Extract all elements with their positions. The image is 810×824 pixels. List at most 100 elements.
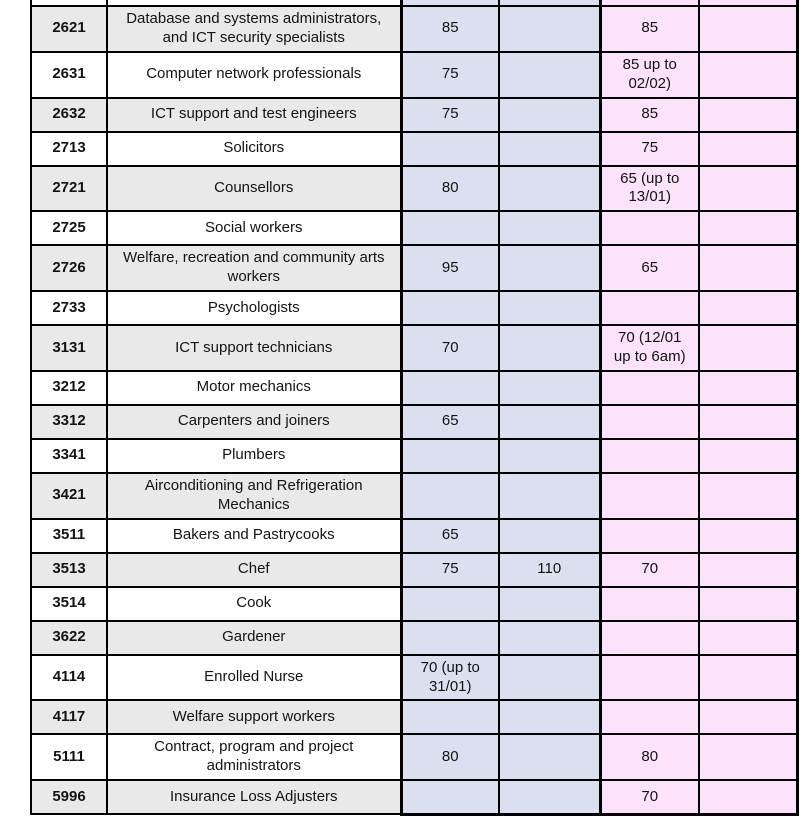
rate-cell-blue-2: [498, 517, 602, 554]
occupation-name-cell: Cook: [106, 585, 403, 622]
rate-cell-blue-2: [498, 779, 602, 816]
rate-cell-blue-2: [498, 290, 602, 327]
table-row: 2621 Database and systems administrators…: [30, 5, 799, 53]
occupation-name-cell: Social workers: [106, 210, 403, 247]
rate-cell-pink-1: [599, 653, 700, 702]
occupation-code-cell: 3622: [30, 619, 108, 656]
rate-cell-blue-1: 95: [400, 244, 500, 293]
rate-cell-pink-2: [698, 244, 799, 293]
rate-cell-pink-2: [698, 130, 799, 167]
rate-cell-blue-1: [400, 290, 500, 327]
rate-cell-pink-1: 70: [599, 779, 700, 816]
rate-cell-blue-1: [400, 369, 500, 406]
rate-cell-blue-1: 70: [400, 324, 500, 372]
occupation-name-cell: Solicitors: [106, 130, 403, 167]
rate-cell-blue-1: 80: [400, 733, 500, 782]
table-row: 3212 Motor mechanics: [30, 369, 799, 406]
occupation-code-cell: 3511: [30, 517, 108, 554]
rate-cell-pink-1: 80: [599, 733, 700, 782]
rate-cell-blue-1: [400, 437, 500, 474]
occupation-name-cell: Enrolled Nurse: [106, 653, 403, 702]
occupation-name-cell: Bakers and Pastrycooks: [106, 517, 403, 554]
occupation-code-cell: 2621: [30, 5, 108, 53]
rate-cell-pink-2: [698, 619, 799, 656]
table-row: 2726 Welfare, recreation and community a…: [30, 244, 799, 293]
table-row: 3421 Airconditioning and Refrigeration M…: [30, 471, 799, 520]
cutoff-blue-cell-2: [498, 0, 602, 7]
table-row: 2725 Social workers: [30, 210, 799, 247]
table-row: 3622 Gardener: [30, 619, 799, 656]
rate-cell-blue-1: [400, 130, 500, 167]
occupation-name-cell: Carpenters and joiners: [106, 403, 403, 440]
rate-cell-pink-2: [698, 403, 799, 440]
occupation-code-cell: 2733: [30, 290, 108, 327]
rate-cell-pink-1: [599, 699, 700, 736]
rate-cell-pink-1: 70: [599, 551, 700, 588]
rate-cell-pink-2: [698, 733, 799, 782]
table-row: 2632 ICT support and test engineers 75 8…: [30, 96, 799, 133]
occupation-code-cell: 4117: [30, 699, 108, 736]
rate-cell-pink-2: [698, 96, 799, 133]
table-row: 2721 Counsellors 80 65 (up to 13/01): [30, 164, 799, 213]
table-row: 3131 ICT support technicians 70 70 (12/0…: [30, 324, 799, 372]
occupation-name-cell: Counsellors: [106, 164, 403, 213]
occupation-code-cell: 3131: [30, 324, 108, 372]
occupation-name-cell: Welfare, recreation and community arts w…: [106, 244, 403, 293]
rate-cell-blue-1: 75: [400, 96, 500, 133]
rate-cell-pink-1: 65: [599, 244, 700, 293]
rate-cell-pink-2: [698, 324, 799, 372]
rate-cell-pink-1: [599, 585, 700, 622]
rate-cell-blue-1: 75: [400, 50, 500, 99]
rate-cell-pink-2: [698, 210, 799, 247]
rate-cell-pink-2: [698, 5, 799, 53]
table-row: 2733 Psychologists: [30, 290, 799, 327]
rate-cell-blue-1: 85: [400, 5, 500, 53]
cutoff-name-cell: [106, 0, 403, 7]
rate-cell-pink-2: [698, 50, 799, 99]
rate-cell-pink-2: [698, 585, 799, 622]
table-row: 4117 Welfare support workers: [30, 699, 799, 736]
occupation-code-cell: 3212: [30, 369, 108, 406]
rate-cell-blue-1: [400, 619, 500, 656]
rate-cell-pink-1: 85 up to 02/02): [599, 50, 700, 99]
rate-cell-pink-2: [698, 369, 799, 406]
rate-cell-pink-1: [599, 290, 700, 327]
occupation-name-cell: Psychologists: [106, 290, 403, 327]
occupation-code-cell: 3514: [30, 585, 108, 622]
occupation-code-cell: 5111: [30, 733, 108, 782]
rate-cell-blue-2: [498, 244, 602, 293]
occupation-code-cell: 2725: [30, 210, 108, 247]
occupation-name-cell: ICT support technicians: [106, 324, 403, 372]
rate-cell-pink-1: [599, 619, 700, 656]
rate-cell-blue-2: [498, 324, 602, 372]
cutoff-pink-cell-2: [698, 0, 799, 7]
table-row: 3312 Carpenters and joiners 65: [30, 403, 799, 440]
rate-cell-blue-2: [498, 403, 602, 440]
occupation-name-cell: Contract, program and project administra…: [106, 733, 403, 782]
table-row: 2631 Computer network professionals 75 8…: [30, 50, 799, 99]
rate-cell-blue-2: [498, 471, 602, 520]
occupation-code-cell: 2713: [30, 130, 108, 167]
table-row: 3511 Bakers and Pastrycooks 65: [30, 517, 799, 554]
rate-cell-pink-1: [599, 517, 700, 554]
occupation-name-cell: Chef: [106, 551, 403, 588]
table-body: 2621 Database and systems administrators…: [30, 0, 799, 816]
rate-cell-pink-1: 75: [599, 130, 700, 167]
rate-cell-pink-1: [599, 210, 700, 247]
rate-cell-pink-1: [599, 403, 700, 440]
occupation-code-cell: 5996: [30, 779, 108, 816]
occupation-code-cell: 2632: [30, 96, 108, 133]
occupation-code-cell: 3341: [30, 437, 108, 474]
rate-cell-blue-2: [498, 699, 602, 736]
occupation-name-cell: Plumbers: [106, 437, 403, 474]
occupation-name-cell: Welfare support workers: [106, 699, 403, 736]
rate-cell-blue-2: [498, 96, 602, 133]
rate-cell-pink-1: 85: [599, 96, 700, 133]
rate-cell-pink-2: [698, 699, 799, 736]
rate-cell-pink-1: [599, 437, 700, 474]
rate-cell-blue-2: [498, 585, 602, 622]
occupation-name-cell: ICT support and test engineers: [106, 96, 403, 133]
rate-cell-blue-1: 65: [400, 403, 500, 440]
table-row: 5111 Contract, program and project admin…: [30, 733, 799, 782]
